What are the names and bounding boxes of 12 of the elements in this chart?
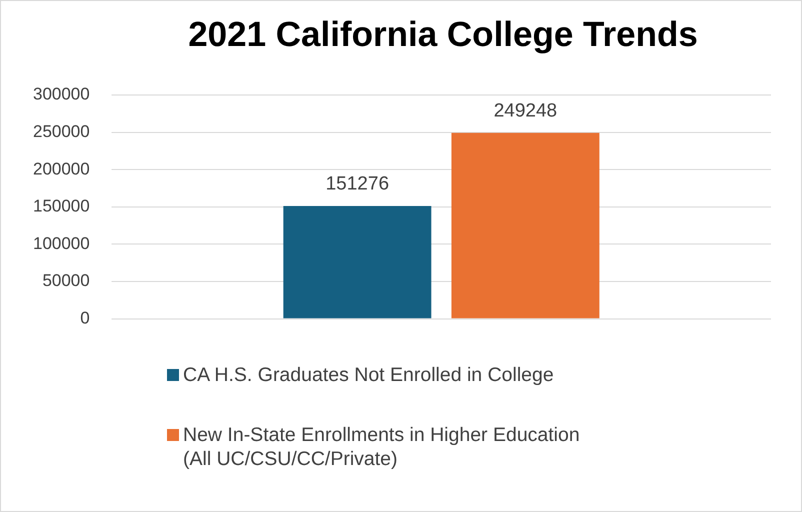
y-tick-label: 100000 — [32, 234, 90, 253]
data-label: 151276 — [326, 174, 390, 195]
y-tick-label: 150000 — [32, 196, 90, 216]
y-tick-label: 50000 — [42, 271, 90, 290]
legend-label: New In-State Enrollments in Higher Education (All UC/CSU/CC/Private) — [183, 423, 581, 471]
data-label: 249248 — [494, 100, 558, 122]
legend-label: CA H.S. Graduates Not Enrolled in College — [183, 363, 554, 387]
y-tick-label: 200000 — [32, 159, 90, 178]
chart-title: 2021 California College Trends — [187, 15, 699, 55]
y-tick-label: 0 — [80, 308, 90, 328]
y-tick-label: 250000 — [32, 122, 90, 141]
y-tick-label: 300000 — [32, 84, 90, 104]
